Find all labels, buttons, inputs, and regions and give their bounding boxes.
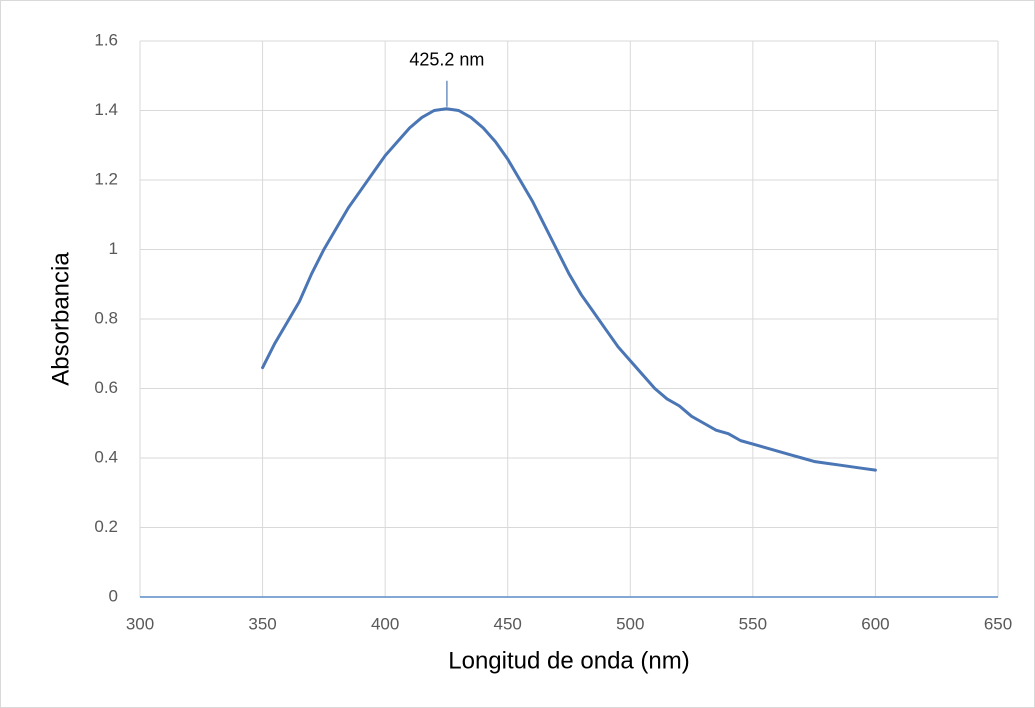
x-tick-label: 400 [371,614,399,633]
x-tick-label: 550 [739,614,767,633]
x-axis-title: Longitud de onda (nm) [448,647,690,674]
annotation-label: 425.2 nm [409,50,484,70]
y-tick-label: 1 [109,239,118,258]
x-tick-label: 600 [861,614,889,633]
x-tick-label: 650 [984,614,1012,633]
y-tick-label: 1.6 [94,30,118,49]
y-tick-label: 0.4 [94,447,118,466]
x-tick-label: 300 [126,614,154,633]
x-tick-label: 450 [494,614,522,633]
y-axis-title: Absorbancia [47,252,74,386]
y-tick-label: 1.2 [94,169,118,188]
x-tick-label: 500 [616,614,644,633]
x-tick-label: 350 [248,614,276,633]
y-tick-label: 1.4 [94,100,118,119]
data-line [261,107,877,472]
y-tick-label: 0 [109,586,118,605]
y-tick-label: 0.8 [94,308,118,327]
y-tick-label: 0.2 [94,517,118,536]
y-tick-label: 0.6 [94,378,118,397]
